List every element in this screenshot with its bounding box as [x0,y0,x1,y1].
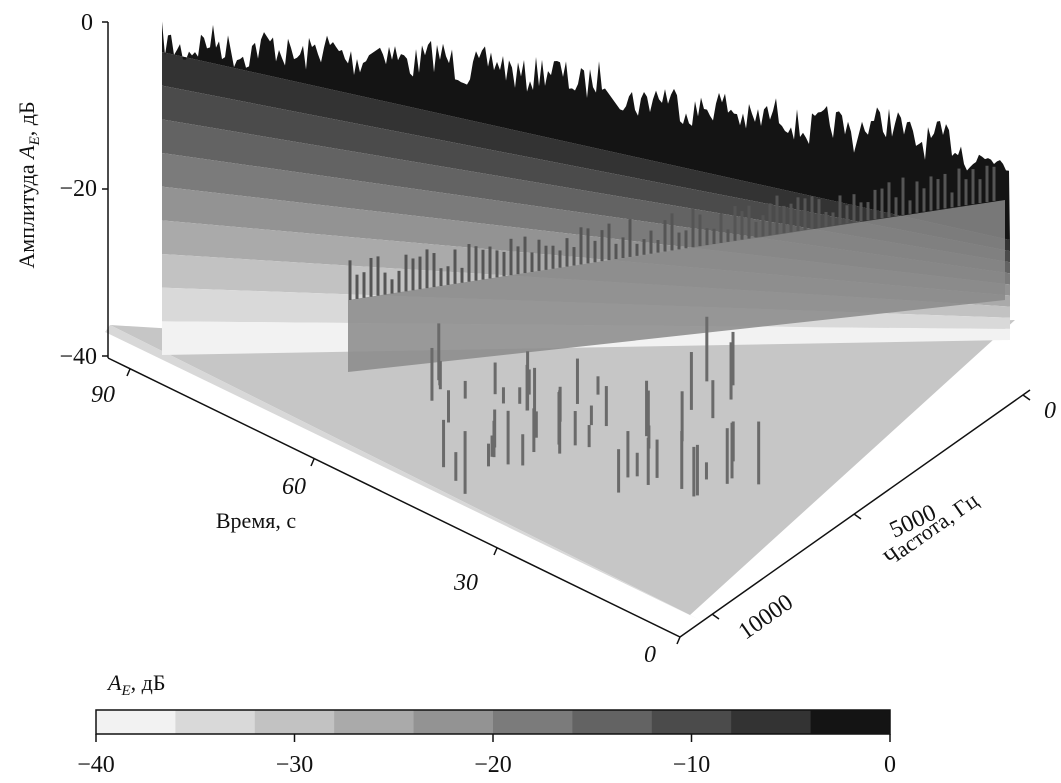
time-axis-label: Время, с [216,508,296,533]
surface-floor [110,320,1015,615]
time-tick-90: 90 [91,382,115,408]
colorbar-tick-0: −40 [77,752,115,778]
colorbar-tick-2: −20 [474,752,512,778]
colorbar-swatch [96,710,176,734]
colorbar-swatch [572,710,653,734]
colorbar-tick-1: −30 [276,752,314,778]
time-axis: 90 60 30 0 Время, с [91,357,681,668]
colorbar-swatch [254,710,335,734]
time-tick-60: 60 [282,474,306,500]
amplitude-axis: 0 −20 −40 Амплитуда AE, дБ [14,10,109,370]
time-tick-0: 0 [644,642,656,668]
colorbar-swatch [175,710,256,734]
colorbar-swatch [731,710,812,734]
colorbar-swatch [493,710,573,734]
ridge-body [348,200,1005,372]
z-tick-0: 0 [81,10,93,36]
colorbar-tick-4: 0 [884,752,896,778]
floor-peaks [430,316,761,497]
freq-tick-10000: 10000 [734,589,798,645]
colorbar-swatch [651,710,732,734]
colorbar-label: AE, дБ [106,670,165,699]
colorbar: AE, дБ −40 −30 −20 −10 0 [77,670,896,778]
freq-tick-0: 0 [1044,398,1056,424]
surface-floor-front [105,325,700,620]
time-tick-30: 30 [453,570,478,596]
colorbar-tick-3: −10 [673,752,711,778]
colorbar-swatch [334,710,415,734]
colorbar-swatch [413,710,494,734]
harmonic-ridge [348,165,1005,372]
wall-peaks [162,21,1010,245]
surface-plot [105,21,1015,620]
z-tick-2: −40 [59,344,97,370]
colorbar-swatch [810,710,891,734]
z-tick-1: −20 [59,176,97,202]
amplitude-axis-label: Амплитуда AE, дБ [14,101,43,268]
colorbar-swatches [96,710,891,734]
